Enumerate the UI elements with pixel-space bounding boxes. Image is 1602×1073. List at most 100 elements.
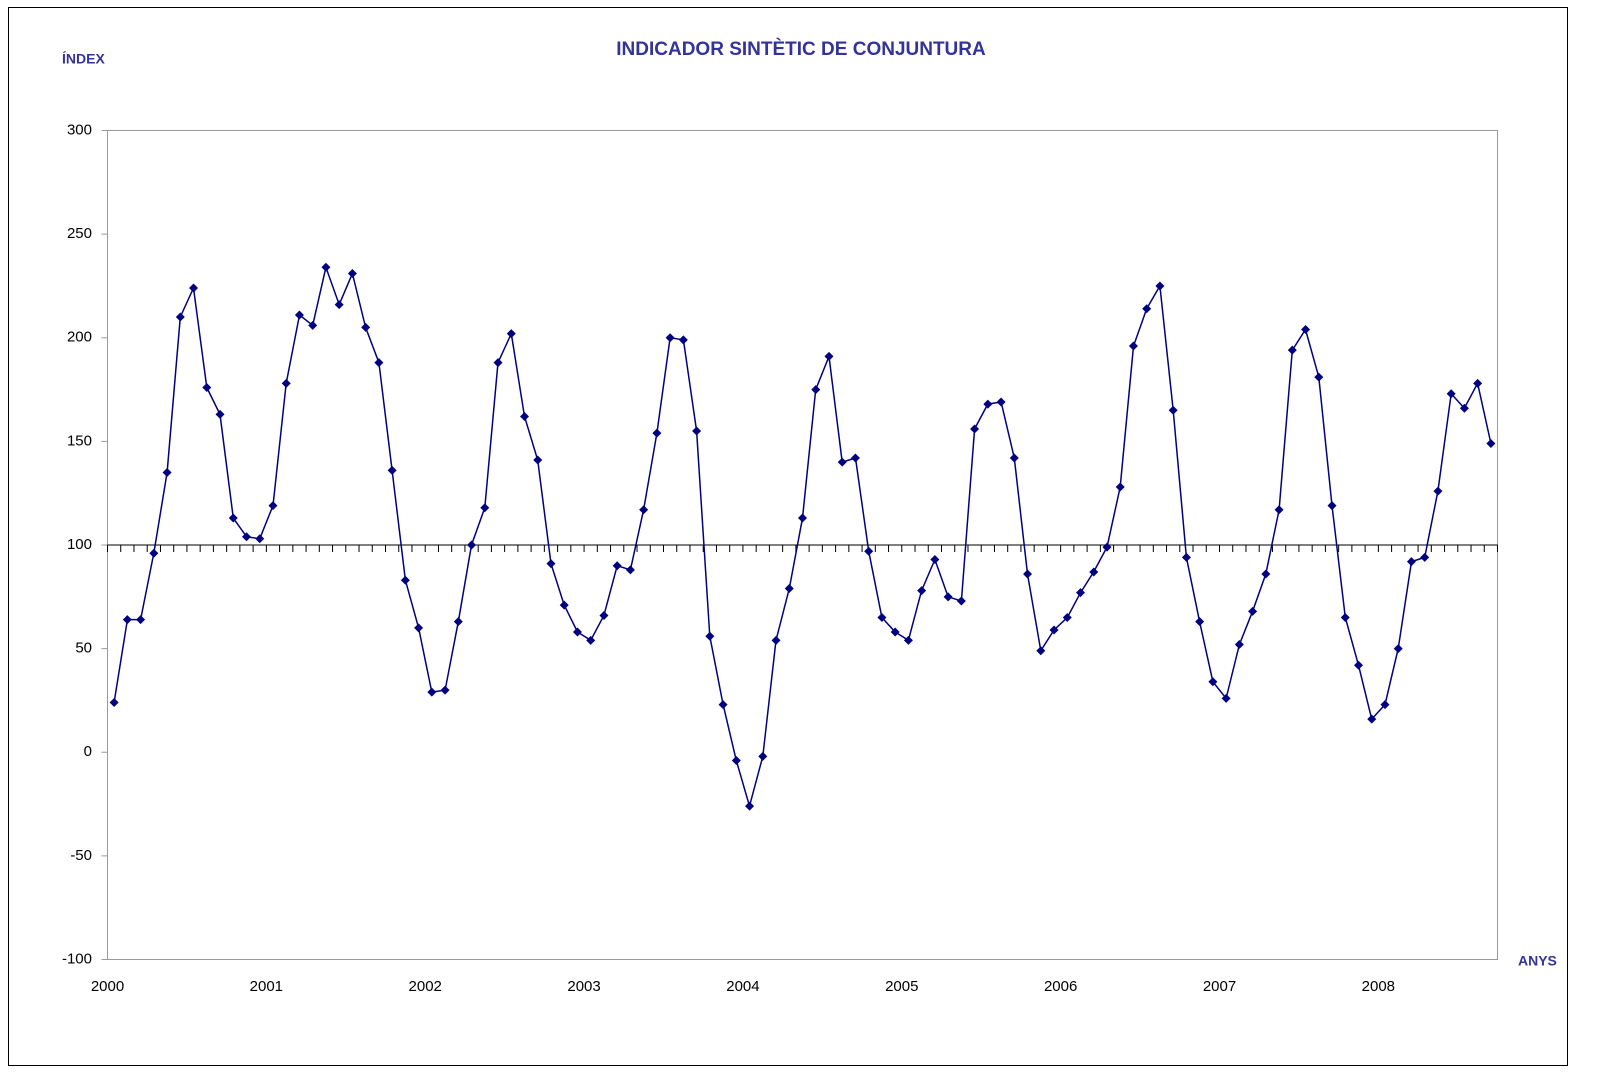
data-point xyxy=(983,399,993,409)
data-point xyxy=(215,409,225,419)
x-tick-label: 2001 xyxy=(250,978,283,995)
data-point xyxy=(1195,617,1205,627)
data-point xyxy=(321,262,331,272)
data-point xyxy=(1354,660,1363,670)
data-point xyxy=(639,505,649,515)
data-point xyxy=(705,631,715,641)
data-point xyxy=(1102,542,1112,552)
data-point xyxy=(414,623,424,633)
x-tick-label: 2004 xyxy=(726,978,759,995)
x-tick-label: 2005 xyxy=(885,978,918,995)
x-axis-label: ANYS xyxy=(1518,953,1557,969)
data-point xyxy=(758,751,768,761)
data-point xyxy=(1301,324,1311,334)
data-point xyxy=(1049,625,1059,635)
data-point xyxy=(811,385,821,395)
data-point xyxy=(1115,482,1125,492)
data-point xyxy=(242,532,251,542)
data-point xyxy=(520,412,529,422)
data-point xyxy=(1142,304,1152,314)
data-point xyxy=(718,700,728,710)
data-point xyxy=(308,320,318,330)
data-point xyxy=(533,455,543,465)
data-point xyxy=(1340,613,1350,623)
series-line xyxy=(113,264,1492,809)
data-point xyxy=(400,575,410,585)
data-point xyxy=(824,351,834,361)
data-point xyxy=(1473,378,1483,388)
data-point xyxy=(255,534,265,544)
data-point xyxy=(1327,501,1337,511)
data-point xyxy=(122,615,132,625)
data-point xyxy=(1023,569,1033,579)
y-tick-label: 300 xyxy=(67,121,92,138)
data-point xyxy=(731,756,741,766)
data-point xyxy=(1208,677,1218,687)
y-tick-label: 150 xyxy=(67,432,92,449)
data-point xyxy=(1380,700,1390,710)
data-point xyxy=(387,465,397,475)
data-point xyxy=(1367,714,1377,724)
data-point xyxy=(586,635,596,645)
data-point xyxy=(771,635,781,645)
data-point xyxy=(1062,613,1072,623)
data-point xyxy=(1314,372,1324,382)
y-axis-label: ÍNDEX xyxy=(62,51,105,67)
data-point xyxy=(930,555,940,565)
data-point xyxy=(890,627,900,637)
data-point xyxy=(493,358,503,368)
data-point xyxy=(1234,639,1244,649)
data-point xyxy=(1261,569,1271,579)
data-point xyxy=(162,467,172,477)
data-point xyxy=(1459,403,1469,413)
chart-title: INDICADOR SINTÈTIC DE CONJUNTURA xyxy=(616,38,986,60)
x-tick-label: 2000 xyxy=(91,978,124,995)
data-point xyxy=(1248,606,1258,616)
data-point xyxy=(692,426,702,436)
data-point xyxy=(1036,646,1046,656)
data-point xyxy=(903,635,913,645)
data-point xyxy=(202,382,212,392)
data-point xyxy=(572,627,582,637)
data-point xyxy=(1486,438,1496,448)
data-point xyxy=(1287,345,1297,355)
data-point xyxy=(1009,453,1019,463)
data-point xyxy=(970,424,980,434)
data-point xyxy=(189,283,199,293)
data-point xyxy=(1168,405,1178,415)
data-point xyxy=(175,312,185,322)
x-tick-label: 2003 xyxy=(567,978,600,995)
data-point xyxy=(1393,644,1403,654)
data-point xyxy=(1221,693,1231,703)
x-tick-label: 2006 xyxy=(1044,978,1077,995)
data-point xyxy=(850,453,860,463)
data-point xyxy=(440,685,450,695)
y-tick-label: -100 xyxy=(62,950,92,967)
data-point xyxy=(228,513,238,523)
data-point xyxy=(281,378,291,388)
data-point xyxy=(1274,505,1284,515)
data-point xyxy=(784,584,794,594)
data-point xyxy=(625,565,635,575)
data-point xyxy=(149,548,159,558)
x-tick-label: 2008 xyxy=(1362,978,1395,995)
data-point xyxy=(1155,281,1165,291)
data-point xyxy=(652,428,662,438)
data-point xyxy=(612,561,622,571)
data-point xyxy=(1446,389,1456,399)
data-point xyxy=(361,322,371,332)
x-tick-label: 2002 xyxy=(409,978,442,995)
data-point xyxy=(268,501,278,511)
data-point xyxy=(864,546,874,556)
data-point xyxy=(996,397,1006,407)
data-point xyxy=(599,610,609,620)
y-tick-label: 200 xyxy=(67,329,92,346)
data-point xyxy=(136,615,146,625)
data-point xyxy=(480,503,490,513)
data-point xyxy=(665,333,675,343)
y-tick-label: 0 xyxy=(84,743,92,760)
data-point xyxy=(798,513,807,523)
data-point xyxy=(917,586,927,596)
data-point xyxy=(347,269,357,279)
